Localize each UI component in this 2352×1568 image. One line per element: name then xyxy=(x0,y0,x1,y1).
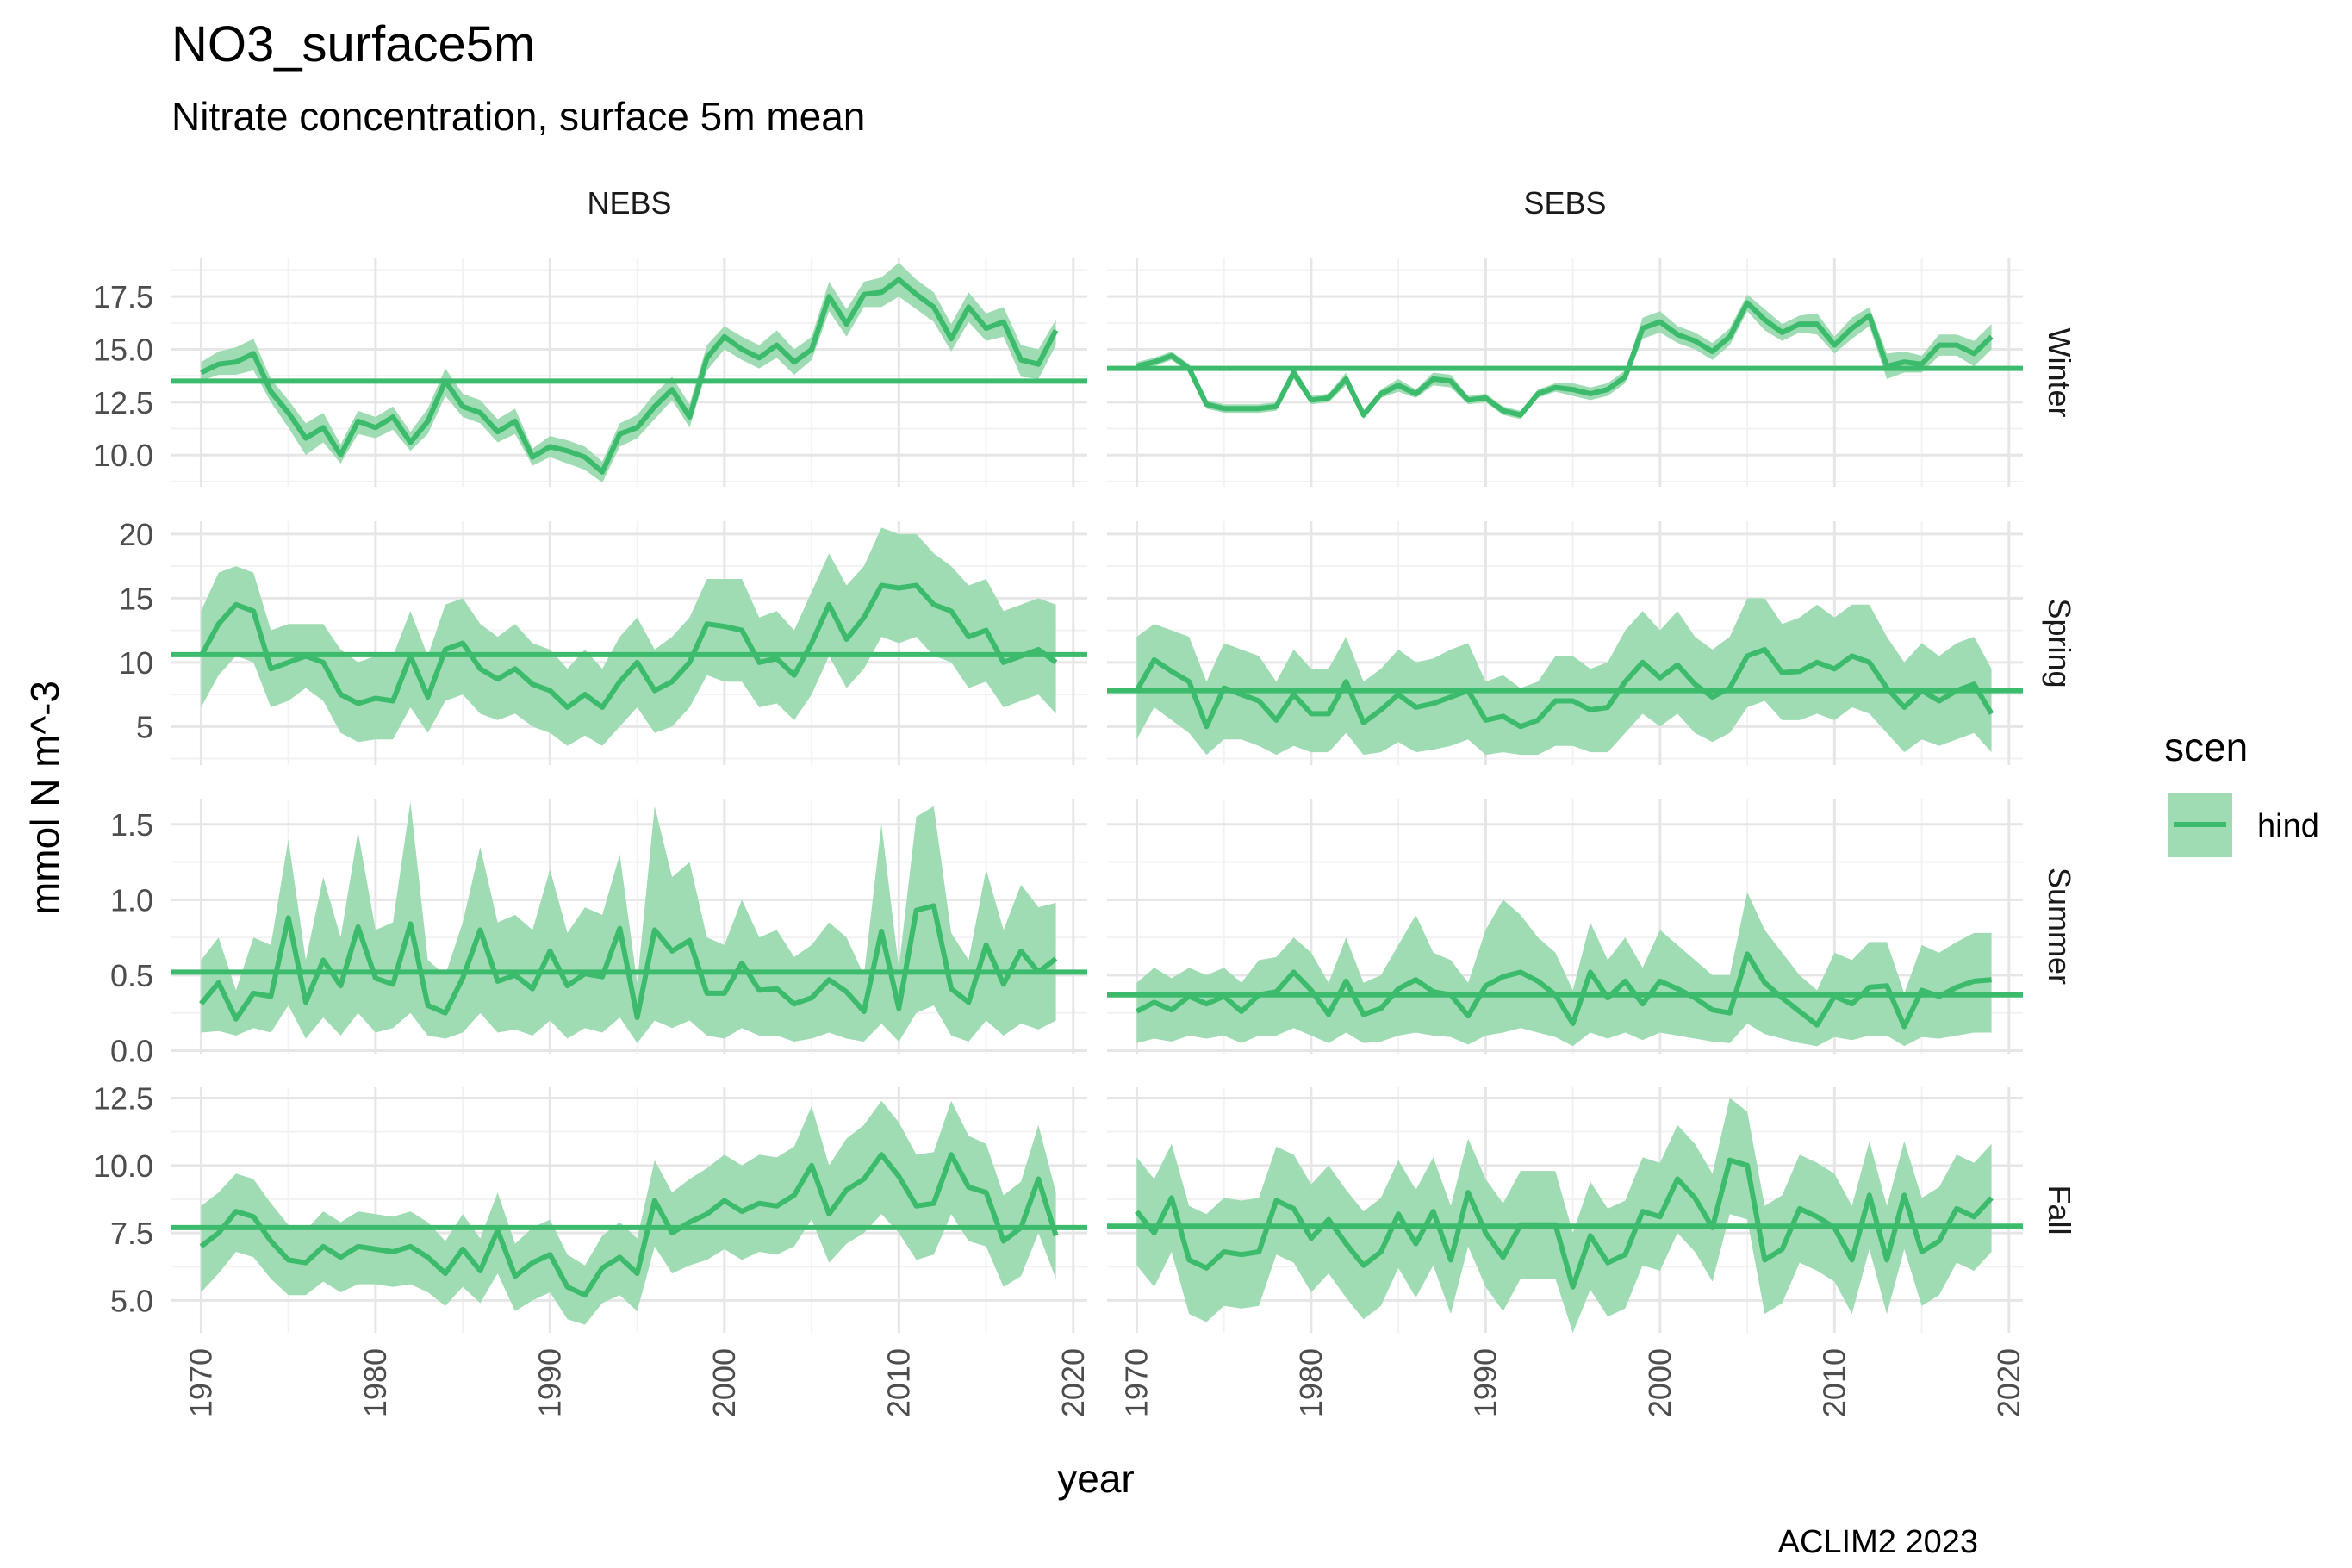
x-tick-label: 2020 xyxy=(1055,1348,1091,1417)
y-tick-label: 12.5 xyxy=(93,385,153,420)
y-tick-label: 1.5 xyxy=(110,807,153,843)
y-tick-label: 10 xyxy=(119,645,153,681)
strip-label-winter: Winter xyxy=(2042,327,2077,417)
y-tick-label: 10.0 xyxy=(93,1148,153,1184)
y-tick-label: 15 xyxy=(119,581,153,616)
series-line-nebs-winter xyxy=(200,277,1059,475)
y-axis-title: mmol N m^-3 xyxy=(22,681,67,915)
band-sebs-fall xyxy=(1136,1098,1992,1333)
y-tick-label: 1.0 xyxy=(110,882,153,918)
band-sebs-summer xyxy=(1136,892,1992,1047)
legend-title: scen xyxy=(2164,725,2248,769)
x-tick-label: 1990 xyxy=(532,1348,567,1417)
y-tick-label: 5.0 xyxy=(110,1283,153,1318)
series-line-nebs-spring xyxy=(198,582,1058,710)
x-tick-label: 1980 xyxy=(1293,1348,1328,1417)
caption: ACLIM2 2023 xyxy=(1778,1524,1978,1560)
x-tick-label: 1970 xyxy=(183,1348,218,1417)
y-tick-label: 0.0 xyxy=(110,1033,153,1068)
series-line-nebs-fall xyxy=(199,1152,1059,1298)
x-tick-label: 2010 xyxy=(1816,1348,1851,1417)
y-tick-label: 20 xyxy=(119,517,153,552)
y-tick-label: 10.0 xyxy=(93,438,153,473)
strip-label-nebs: NEBS xyxy=(587,185,671,221)
series-line-sebs-summer xyxy=(1136,951,1992,1030)
y-tick-label: 17.5 xyxy=(93,279,153,314)
series-line-sebs-winter xyxy=(1136,300,1994,418)
y-tick-label: 0.5 xyxy=(110,958,153,993)
legend-label: hind xyxy=(2257,808,2319,844)
band-sebs-winter xyxy=(1136,294,1992,420)
y-tick-label: 12.5 xyxy=(93,1081,153,1117)
x-tick-label: 2010 xyxy=(880,1348,916,1417)
x-tick-label: 1970 xyxy=(1118,1348,1154,1417)
band-nebs-summer xyxy=(201,801,1056,1043)
series-line-sebs-spring xyxy=(1134,646,1994,730)
strip-label-fall: Fall xyxy=(2042,1185,2077,1235)
y-tick-label: 7.5 xyxy=(110,1216,153,1251)
strip-label-summer: Summer xyxy=(2042,868,2077,985)
y-tick-label: 15.0 xyxy=(93,333,153,368)
band-nebs-spring xyxy=(201,527,1056,746)
series-line-sebs-fall xyxy=(1135,1157,1994,1290)
x-tick-label: 1980 xyxy=(358,1348,393,1417)
chart-title: NO3_surface5m xyxy=(171,16,536,72)
x-axis-title: year xyxy=(1057,1456,1134,1501)
band-sebs-spring xyxy=(1136,598,1992,756)
y-tick-label: 5 xyxy=(136,709,153,744)
strip-label-sebs: SEBS xyxy=(1523,185,1606,221)
x-tick-label: 2000 xyxy=(706,1348,742,1417)
band-nebs-fall xyxy=(201,1100,1056,1325)
chart-subtitle: Nitrate concentration, surface 5m mean xyxy=(171,94,866,139)
x-tick-label: 1990 xyxy=(1467,1348,1503,1417)
strip-label-spring: Spring xyxy=(2042,598,2077,688)
x-tick-label: 2000 xyxy=(1642,1348,1677,1417)
x-tick-label: 2020 xyxy=(1991,1348,2026,1417)
